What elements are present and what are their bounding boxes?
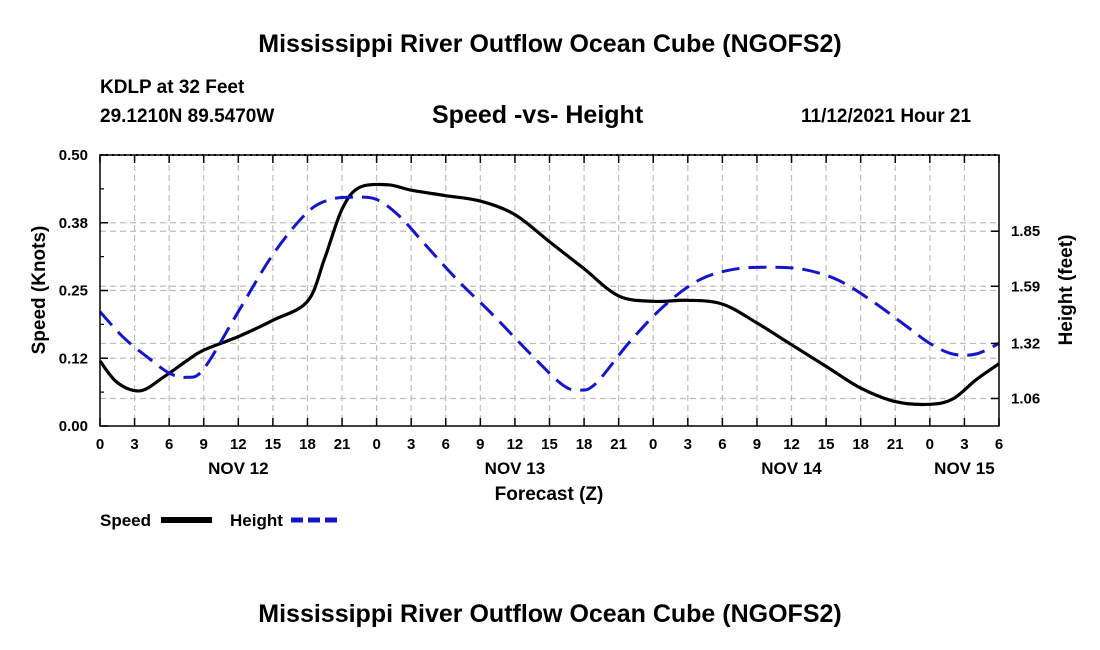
x-day-label: NOV 15 xyxy=(934,459,994,478)
series-lines xyxy=(98,182,1000,407)
x-tick-label: 0 xyxy=(372,436,380,453)
x-tick-label: 21 xyxy=(610,436,627,453)
y-axis-label: Speed (Knots) xyxy=(29,226,50,355)
y2-axis-label: Height (feet) xyxy=(1056,235,1077,346)
x-tick-label: 0 xyxy=(649,436,657,453)
chart-main-title: Mississippi River Outflow Ocean Cube (NG… xyxy=(258,30,842,58)
x-day-label: NOV 13 xyxy=(485,459,545,478)
y2-tick-label: 1.06 xyxy=(1011,390,1040,407)
x-tick-label: 0 xyxy=(96,436,104,453)
x-tick-label: 18 xyxy=(852,436,869,453)
x-tick-label: 3 xyxy=(684,436,692,453)
x-tick-label: 9 xyxy=(753,436,761,453)
station-label: KDLP at 32 Feet xyxy=(100,77,245,98)
y2-tick-label: 1.85 xyxy=(1011,223,1040,240)
grid-lines xyxy=(100,155,999,426)
x-tick-label: 12 xyxy=(230,436,247,453)
height-series-line xyxy=(98,195,1000,392)
x-tick-label: 12 xyxy=(783,436,800,453)
x-tick-label: 3 xyxy=(407,436,415,453)
y-tick-label: 0.50 xyxy=(59,147,88,164)
forecast-datetime: 11/12/2021 Hour 21 xyxy=(801,106,972,127)
speed-series-line xyxy=(98,182,1000,407)
y-tick-label: 0.25 xyxy=(59,283,88,300)
x-tick-label: 9 xyxy=(476,436,484,453)
x-tick-label: 0 xyxy=(926,436,934,453)
x-tick-label: 12 xyxy=(507,436,524,453)
x-day-label: NOV 12 xyxy=(208,459,268,478)
footer-title: Mississippi River Outflow Ocean Cube (NG… xyxy=(258,600,842,628)
x-tick-label: 6 xyxy=(718,436,726,453)
station-coordinates: 29.1210N 89.5470W xyxy=(100,106,275,127)
x-tick-label: 21 xyxy=(334,436,351,453)
x-tick-label: 3 xyxy=(130,436,138,453)
x-tick-label: 15 xyxy=(818,436,835,453)
y2-tick-label: 1.59 xyxy=(1011,278,1040,295)
x-day-label: NOV 14 xyxy=(761,459,822,478)
x-tick-label: 6 xyxy=(165,436,173,453)
x-tick-label: 18 xyxy=(576,436,593,453)
x-tick-label: 6 xyxy=(995,436,1003,453)
y-tick-label: 0.38 xyxy=(59,215,88,232)
x-tick-label: 15 xyxy=(541,436,558,453)
x-tick-label: 6 xyxy=(442,436,450,453)
speed-height-chart: 0 3 6 9 12 15 18 21 0 3 6 9 12 15 18 21 0 3 6 9 12 15 18 21 0 3 6N… xyxy=(29,147,1077,530)
y2-tick-label: 1.32 xyxy=(1011,335,1040,352)
x-tick-label: 9 xyxy=(200,436,208,453)
x-axis-label: Forecast (Z) xyxy=(495,484,604,505)
legend-speed-label: Speed xyxy=(100,511,151,530)
y-tick-label: 0.12 xyxy=(59,350,88,367)
y-tick-label: 0.00 xyxy=(59,418,88,435)
x-tick-label: 15 xyxy=(265,436,282,453)
chart-subtitle: Speed -vs- Height xyxy=(432,101,644,129)
legend: Speed Height xyxy=(100,511,342,530)
x-tick-label: 3 xyxy=(960,436,968,453)
axes: 0 3 6 9 12 15 18 21 0 3 6 9 12 15 18 21 0 3 6 9 12 15 18 21 0 3 6N… xyxy=(59,147,1040,478)
legend-height-label: Height xyxy=(230,511,283,530)
x-tick-label: 21 xyxy=(887,436,904,453)
x-tick-label: 18 xyxy=(299,436,316,453)
